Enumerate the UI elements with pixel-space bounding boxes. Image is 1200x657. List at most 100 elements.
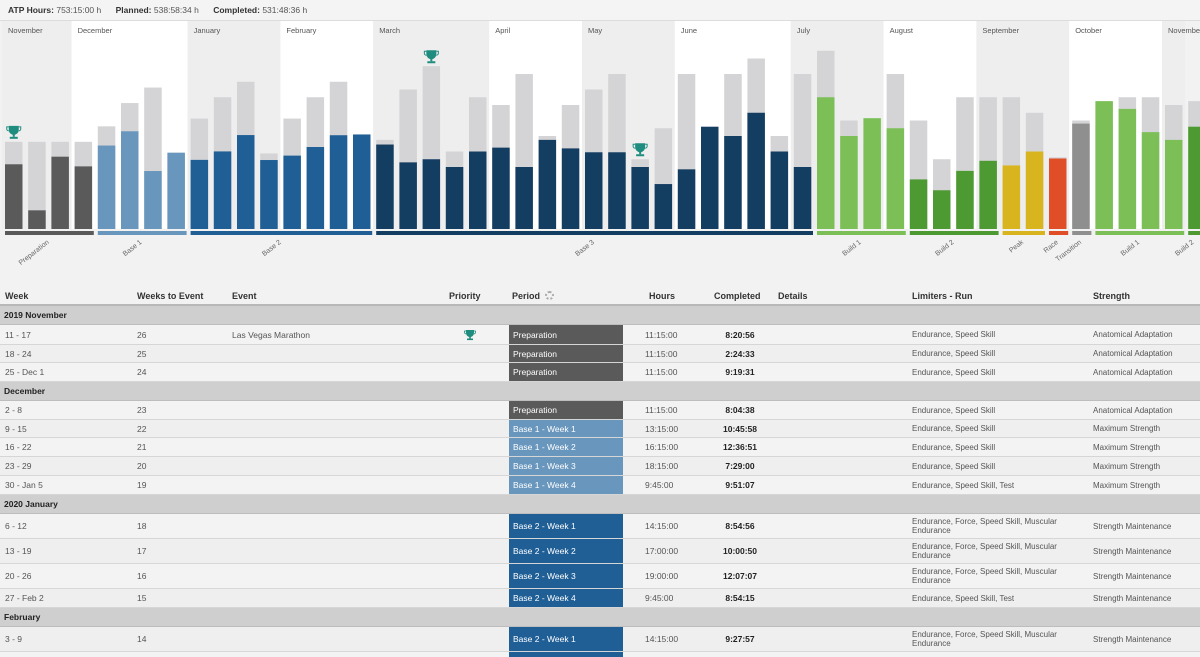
table-row[interactable]: 30 - Jan 5 19 9:45:00 9:51:07 Endurance, Spe… xyxy=(0,476,1200,495)
limiters-cell: Endurance, Force, Speed Skill, Muscular … xyxy=(912,542,1057,560)
completed-bar xyxy=(283,155,301,229)
period-cell[interactable]: Base 2 - Week 1 xyxy=(509,627,623,651)
header-weeks-to-event[interactable]: Weeks to Event xyxy=(137,291,204,301)
event-cell xyxy=(232,363,442,381)
priority-cell xyxy=(455,438,485,456)
completed-cell: 8:20:56 xyxy=(725,329,755,340)
completed-cell: 8:54:15 xyxy=(725,593,755,603)
trophy-icon[interactable] xyxy=(464,329,476,341)
priority-cell xyxy=(455,539,485,563)
period-cell[interactable]: Preparation xyxy=(509,363,623,381)
weeks-to-event-cell: 24 xyxy=(137,367,147,377)
table-row[interactable]: 11 - 17 26 Las Vegas Marathon 11:15:00 8:20:… xyxy=(0,325,1200,345)
header-hours[interactable]: Hours xyxy=(649,291,676,301)
period-cell[interactable] xyxy=(509,652,623,657)
completed-bar xyxy=(445,167,464,229)
priority-cell xyxy=(455,325,485,344)
header-period[interactable]: Period xyxy=(512,286,555,306)
completed-cell: 2:24:33 xyxy=(725,348,755,359)
month-label: June xyxy=(681,26,697,35)
completed-cell: 10:45:58 xyxy=(722,423,758,434)
header-event[interactable]: Event xyxy=(232,291,257,301)
month-group-row: February xyxy=(0,608,1200,627)
limiters-cell: Endurance, Speed Skill xyxy=(912,461,996,471)
priority-cell xyxy=(455,457,485,475)
completed-bar xyxy=(399,162,417,229)
completed-cell xyxy=(700,652,780,657)
limiters-cell: Endurance, Speed Skill xyxy=(912,405,996,415)
limiters-cell: Endurance, Force, Speed Skill, Muscular … xyxy=(912,567,1057,585)
phase-line xyxy=(376,231,813,235)
header-limiters[interactable]: Limiters - Run xyxy=(912,291,973,301)
table-row[interactable]: 20 - 26 16 19:00:00 12:07:07 Endurance, Forc… xyxy=(0,564,1200,589)
limiters-cell: Endurance, Speed Skill xyxy=(912,442,996,452)
phase-label: Build 1 xyxy=(1120,239,1141,258)
event-cell xyxy=(232,457,442,475)
period-cell[interactable]: Base 1 - Week 3 xyxy=(509,457,623,475)
month-label: November xyxy=(1168,26,1200,35)
trophy-icon[interactable] xyxy=(6,125,22,139)
phase-label: Build 2 xyxy=(934,239,955,258)
period-cell[interactable]: Base 2 - Week 4 xyxy=(509,589,623,607)
table-row[interactable]: 18 - 24 25 11:15:00 2:24:33 Endurance, Speed… xyxy=(0,345,1200,363)
header-strength[interactable]: Strength xyxy=(1093,291,1130,301)
atp-table: Week Weeks to Event Event Priority Perio… xyxy=(0,286,1200,657)
month-label: March xyxy=(379,26,400,35)
event-cell xyxy=(232,514,442,538)
completed-bar xyxy=(863,118,881,229)
trophy-icon[interactable] xyxy=(423,50,439,64)
period-cell[interactable]: Preparation xyxy=(509,325,623,344)
table-row[interactable]: 27 - Feb 2 15 9:45:00 8:54:15 Endurance, Spe… xyxy=(0,589,1200,608)
phase-label: Preparation xyxy=(18,239,51,267)
week-cell: 13 - 19 xyxy=(5,546,32,556)
period-cell[interactable]: Base 1 - Week 2 xyxy=(509,438,623,456)
phase-label: Peak xyxy=(1008,239,1025,255)
header-completed[interactable]: Completed xyxy=(714,291,761,301)
limiters-cell xyxy=(912,652,1082,657)
period-cell[interactable]: Preparation xyxy=(509,401,623,419)
table-row[interactable]: 13 - 19 17 17:00:00 10:00:50 Endurance, Forc… xyxy=(0,539,1200,564)
completed-bar xyxy=(306,147,325,229)
completed-bar xyxy=(1002,165,1021,229)
period-cell[interactable]: Preparation xyxy=(509,345,623,362)
period-cell[interactable]: Base 2 - Week 3 xyxy=(509,564,623,588)
header-details[interactable]: Details xyxy=(778,291,808,301)
header-priority[interactable]: Priority xyxy=(449,291,481,301)
event-cell xyxy=(232,652,442,657)
completed-bar xyxy=(51,156,69,229)
gear-icon[interactable] xyxy=(545,291,555,300)
completed-bar xyxy=(376,144,394,229)
phase-label: Build 1 xyxy=(841,239,862,258)
table-row[interactable]: 16 - 22 21 16:15:00 12:36:51 Endurance, Spee… xyxy=(0,438,1200,457)
completed-bar xyxy=(909,179,928,229)
table-row[interactable]: 6 - 12 18 14:15:00 8:54:56 Endurance, Force,… xyxy=(0,514,1200,539)
period-cell[interactable]: Base 1 - Week 4 xyxy=(509,476,623,494)
strength-cell: Anatomical Adaptation xyxy=(1093,330,1173,339)
table-row[interactable] xyxy=(0,652,1200,657)
phase-line xyxy=(190,231,373,235)
period-cell[interactable]: Base 2 - Week 1 xyxy=(509,514,623,538)
week-cell: 9 - 15 xyxy=(5,423,27,434)
period-cell[interactable]: Base 1 - Week 1 xyxy=(509,420,623,437)
table-row[interactable]: 9 - 15 22 13:15:00 10:45:58 Endurance, Speed… xyxy=(0,420,1200,438)
completed-cell: 9:51:07 xyxy=(725,480,755,490)
week-cell xyxy=(5,652,125,657)
completed-cell: 9:19:31 xyxy=(725,367,755,377)
completed-bar xyxy=(979,160,997,229)
month-label: January xyxy=(194,26,221,35)
table-row[interactable]: 23 - 29 20 18:15:00 7:29:00 Endurance, Speed… xyxy=(0,457,1200,476)
atp-hours-label: ATP Hours: xyxy=(8,5,54,15)
table-row[interactable]: 3 - 9 14 14:15:00 9:27:57 Endurance, Force, … xyxy=(0,627,1200,652)
header-week[interactable]: Week xyxy=(5,291,29,301)
table-row[interactable]: 2 - 8 23 11:15:00 8:04:38 Endurance, Speed S… xyxy=(0,401,1200,420)
period-cell[interactable]: Base 2 - Week 2 xyxy=(509,539,623,563)
completed-bar xyxy=(74,166,93,229)
hours-cell: 9:45:00 xyxy=(645,480,674,490)
weekly-hours-chart: November December January February March Apri… xyxy=(2,21,1200,267)
table-row[interactable]: 25 - Dec 1 24 11:15:00 9:19:31 Endurance, Sp… xyxy=(0,363,1200,382)
completed-bar xyxy=(677,169,696,229)
completed-bar xyxy=(561,148,580,229)
trophy-icon[interactable] xyxy=(632,143,648,157)
strength-cell: Strength Maintenance xyxy=(1093,546,1172,556)
completed-cell: 12:07:07 xyxy=(722,571,758,581)
